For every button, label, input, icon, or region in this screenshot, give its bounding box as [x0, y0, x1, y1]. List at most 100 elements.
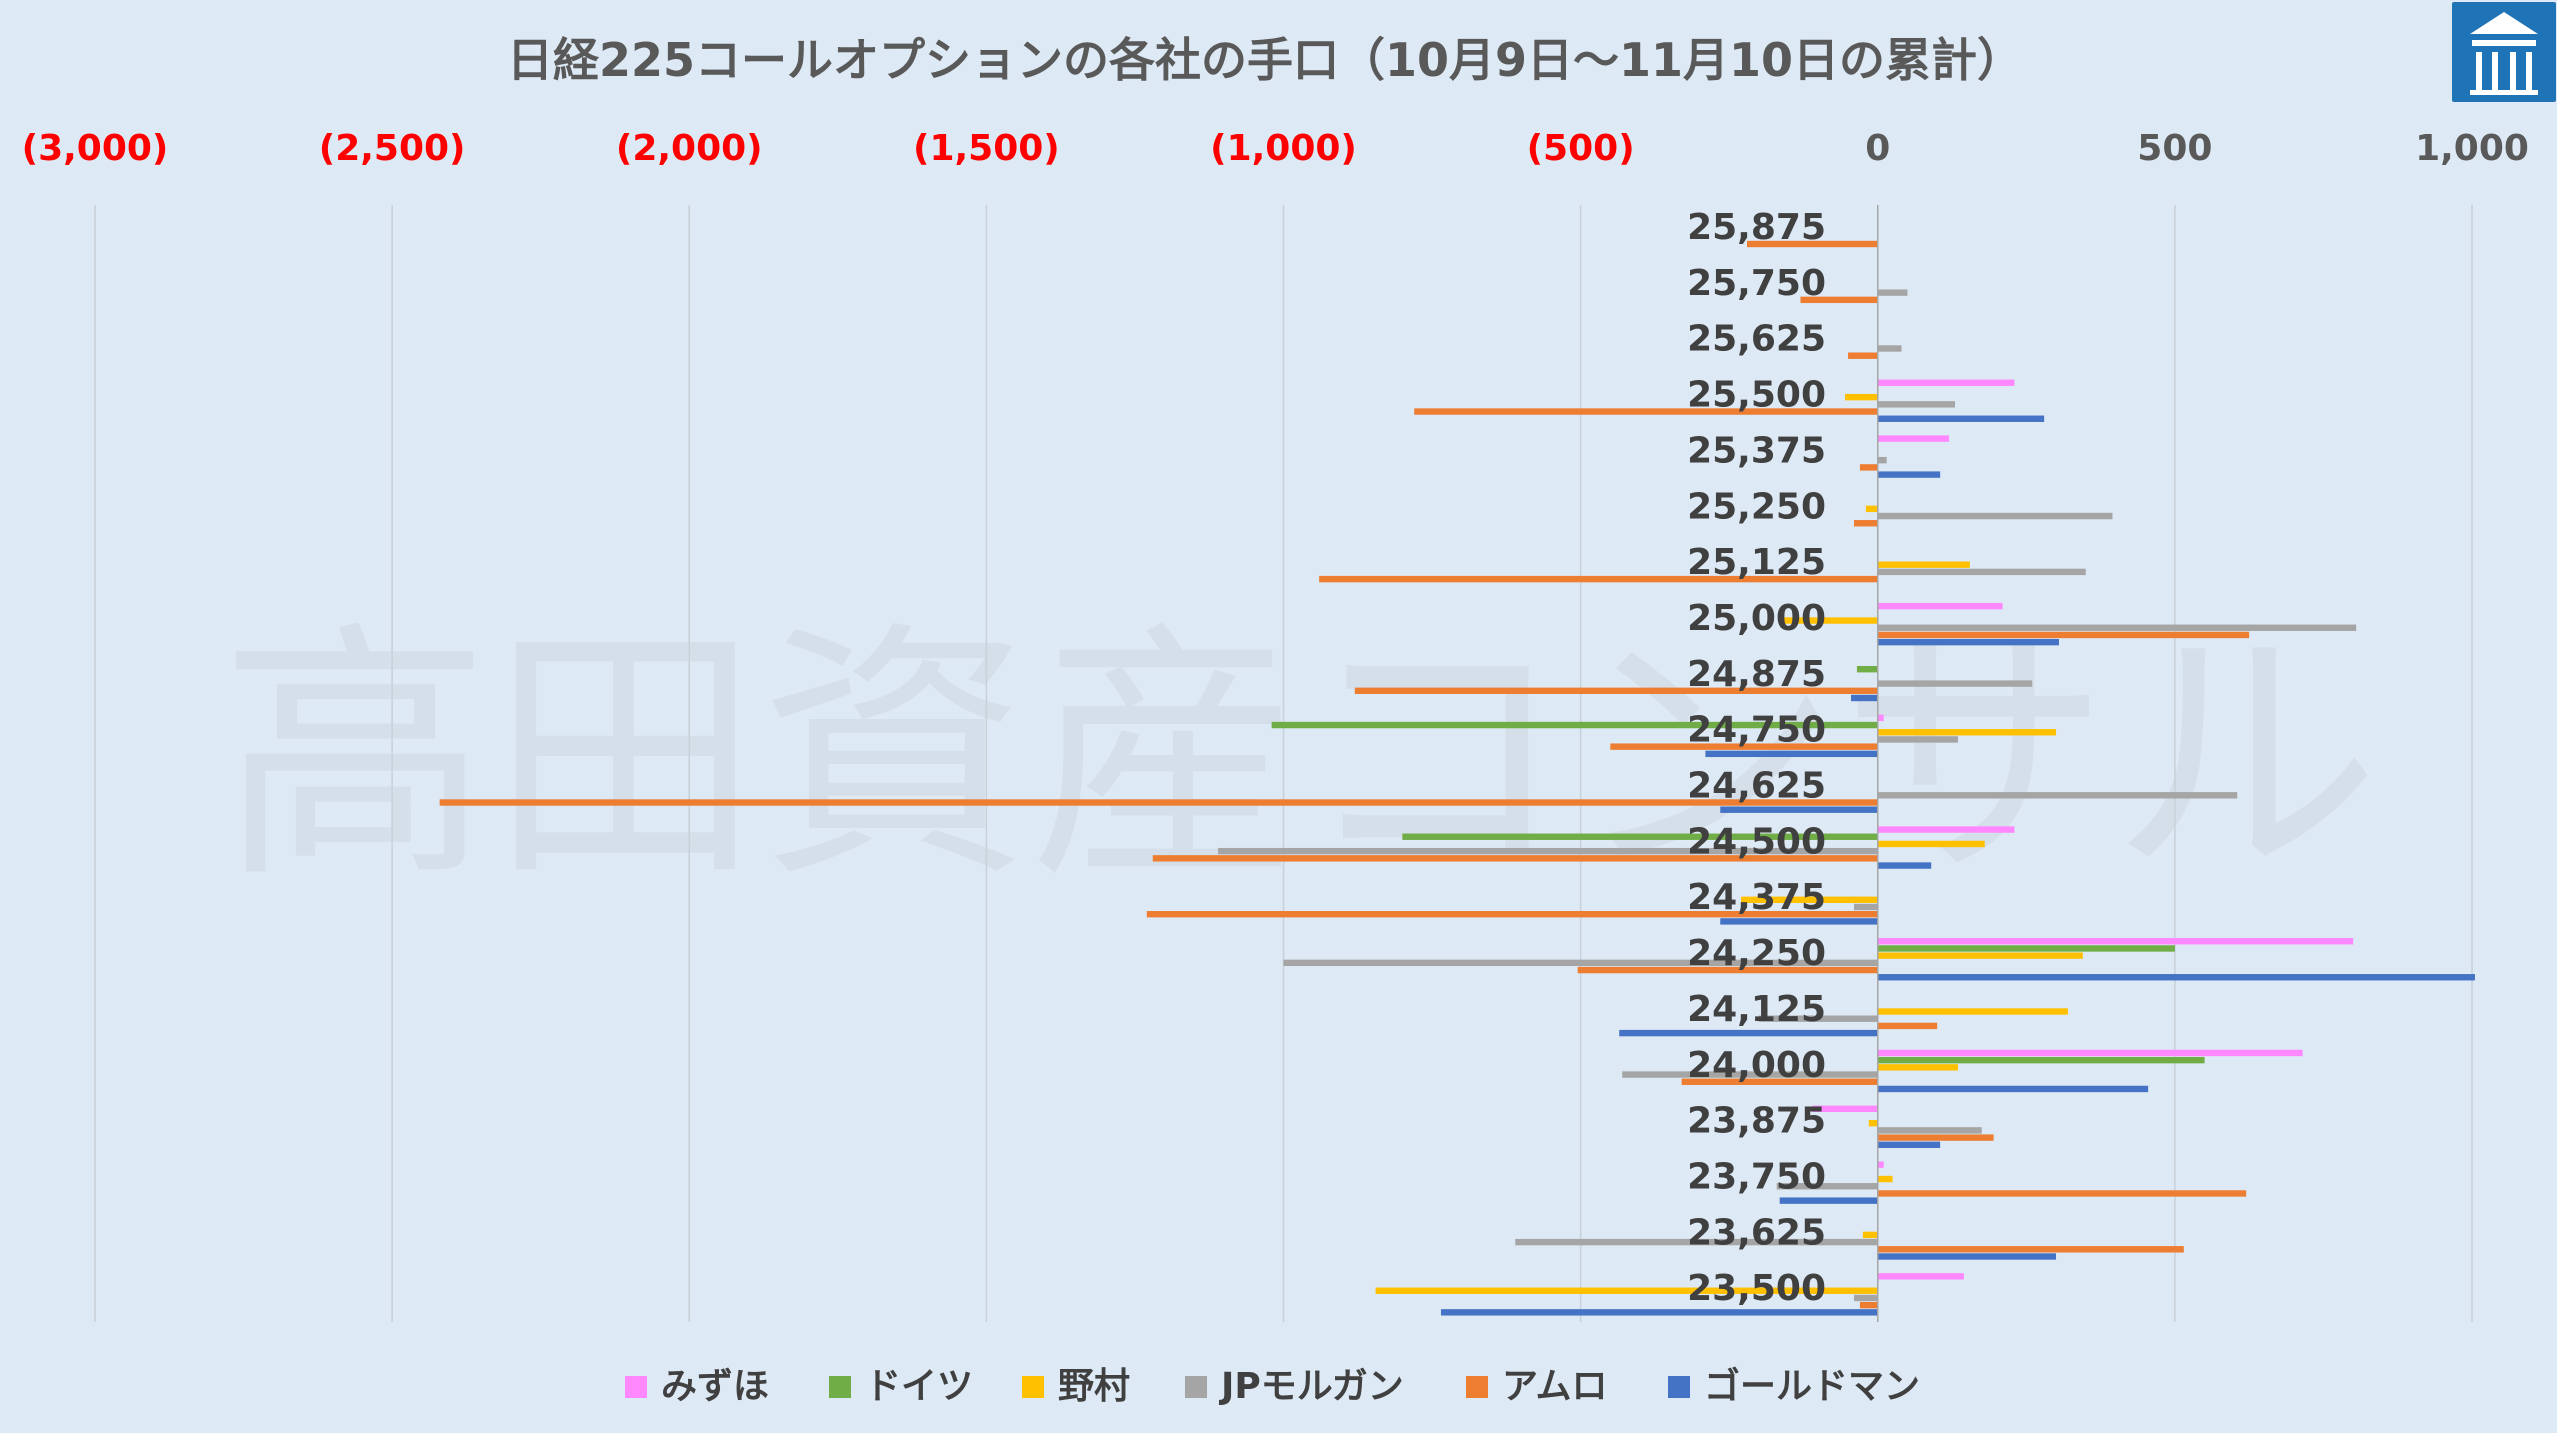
bar: [1146, 911, 1878, 918]
bar: [1877, 1022, 1938, 1030]
bar: [1720, 918, 1878, 925]
chart-title: 日経225コールオプションの各社の手口（10月9日～11月10日の累計）: [507, 33, 2023, 87]
bar: [1877, 840, 1985, 848]
bar: [1877, 1134, 1994, 1141]
bar: [1877, 952, 2083, 959]
category-label: 24,625: [1687, 766, 1826, 807]
bar: [1877, 1141, 1941, 1148]
bar: [1853, 1294, 1878, 1302]
watermark-text: 高田資産コンサル: [220, 599, 2380, 914]
bar: [1877, 415, 2045, 422]
bar: [1271, 721, 1878, 729]
bar: [1877, 561, 1970, 568]
legend-swatch: [625, 1376, 647, 1398]
category-labels: 25,875 25,750 25,625 25,500 25,375 25,250 25,1…: [1687, 207, 1826, 1309]
bar: [1319, 575, 1878, 583]
bar: [1868, 1120, 1878, 1127]
bar: [1877, 602, 2003, 610]
legend-swatch: [1185, 1376, 1207, 1398]
bar: [1877, 862, 1932, 869]
bar: [1877, 379, 2015, 386]
legend-label: ドイツ: [865, 1366, 973, 1407]
x-tick-label: (1,500): [913, 128, 1060, 169]
category-label: 24,875: [1687, 654, 1826, 695]
gridlines: [94, 205, 2473, 1322]
category-label: 25,125: [1687, 542, 1826, 583]
bar: [1782, 617, 1878, 624]
category-label: 25,875: [1687, 207, 1826, 248]
bar: [1845, 393, 1878, 401]
bar: [1515, 1238, 1878, 1246]
bar: [1877, 345, 1902, 352]
legend: みずほ ドイツ 野村 JPモルガン アムロ ゴールドマン: [625, 1365, 1920, 1407]
bar: [1853, 520, 1878, 527]
bar: [1877, 1246, 2184, 1253]
x-tick-label: (2,000): [616, 128, 763, 169]
bar: [1877, 1085, 2149, 1093]
category-label: 25,250: [1687, 486, 1826, 527]
category-label: 24,750: [1687, 710, 1826, 751]
bar: [1705, 750, 1878, 758]
bar: [1877, 938, 2354, 945]
bar: [439, 799, 1878, 806]
legend-swatch: [1466, 1376, 1488, 1398]
bar: [1877, 471, 1941, 478]
bar: [1862, 1231, 1878, 1239]
bar: [1877, 624, 2357, 631]
bar: [1747, 240, 1878, 248]
bar: [1853, 903, 1878, 911]
legend-swatch: [829, 1376, 851, 1398]
bar: [1877, 1049, 2303, 1057]
bar: [1877, 435, 1950, 442]
x-tick-label: 1,000: [2415, 128, 2529, 169]
bar: [1610, 743, 1878, 750]
bar: [1851, 694, 1878, 702]
bar: [1856, 666, 1878, 673]
bar: [1758, 1015, 1878, 1022]
category-label: 23,875: [1687, 1101, 1826, 1142]
bar: [1877, 401, 1956, 408]
bar: [1877, 289, 1908, 296]
bar: [1877, 1253, 2057, 1260]
category-label: 25,000: [1687, 598, 1826, 639]
x-tick-label: (1,000): [1210, 128, 1357, 169]
x-tick-label: (500): [1527, 128, 1635, 169]
bar: [1859, 464, 1878, 471]
bar: [1622, 1071, 1878, 1078]
category-label: 25,625: [1687, 319, 1826, 360]
legend-swatch: [1668, 1376, 1690, 1398]
bar: [1848, 352, 1878, 359]
category-label: 25,375: [1687, 430, 1826, 471]
bar: [1800, 296, 1878, 304]
bar: [1577, 966, 1878, 974]
bar: [1720, 806, 1878, 813]
category-label: 24,375: [1687, 877, 1826, 918]
bar: [1877, 729, 2057, 736]
bar: [1877, 680, 2033, 687]
legend-label: アムロ: [1502, 1366, 1607, 1407]
legend-label: みずほ: [661, 1366, 769, 1407]
bar-series: [439, 205, 2475, 1322]
bar: [1877, 945, 2175, 952]
bar: [1681, 1078, 1878, 1085]
bar: [1375, 1287, 1878, 1294]
bar: [1741, 896, 1878, 903]
bar: [1877, 1056, 2205, 1064]
legend-label: 野村: [1058, 1366, 1130, 1407]
category-label: 24,500: [1687, 821, 1826, 862]
category-label: 23,625: [1687, 1212, 1826, 1253]
bar: [1877, 1127, 1982, 1134]
bar: [1877, 826, 2015, 833]
logo-icon: [2452, 2, 2556, 102]
bar: [1877, 1064, 1958, 1071]
category-label: 25,750: [1687, 263, 1826, 304]
x-tick-label: (2,500): [319, 128, 466, 169]
bar: [1877, 1273, 1964, 1280]
category-label: 25,500: [1687, 375, 1826, 416]
bar: [1877, 1175, 1893, 1183]
bar: [1779, 1197, 1878, 1204]
bar: [1877, 457, 1887, 464]
bar: [1812, 1105, 1878, 1112]
bar: [1877, 1008, 2068, 1015]
